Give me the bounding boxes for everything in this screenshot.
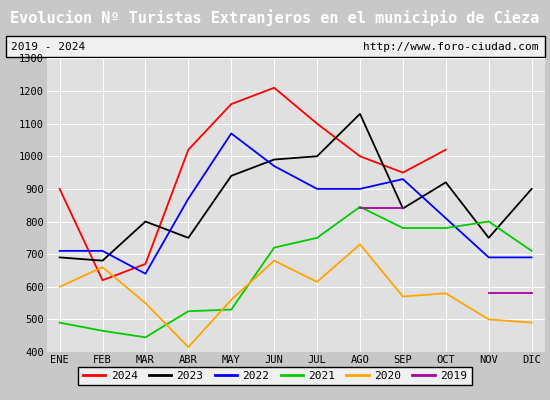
- Text: http://www.foro-ciudad.com: http://www.foro-ciudad.com: [364, 42, 539, 52]
- Legend: 2024, 2023, 2022, 2021, 2020, 2019: 2024, 2023, 2022, 2021, 2020, 2019: [79, 366, 471, 386]
- Text: 2019 - 2024: 2019 - 2024: [11, 42, 85, 52]
- FancyBboxPatch shape: [6, 36, 544, 57]
- Text: Evolucion Nº Turistas Extranjeros en el municipio de Cieza: Evolucion Nº Turistas Extranjeros en el …: [10, 9, 540, 26]
